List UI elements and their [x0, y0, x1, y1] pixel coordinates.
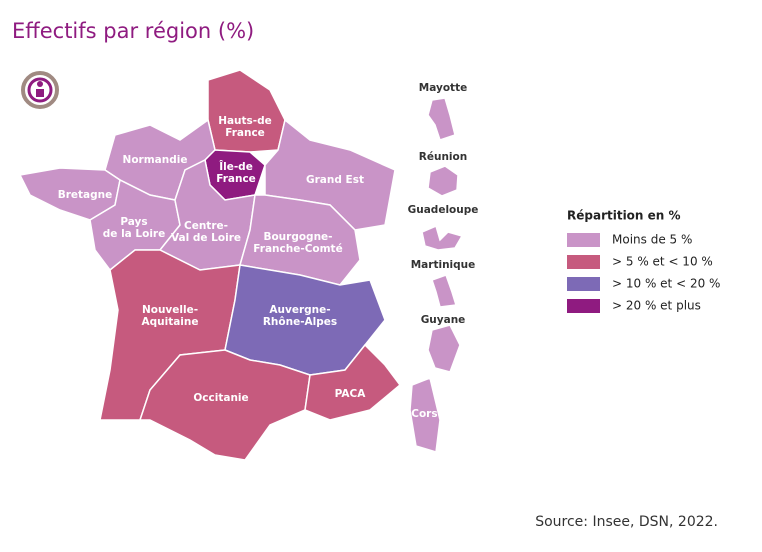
- legend-label: > 5 % et < 10 %: [612, 255, 713, 269]
- region-label: Normandie: [123, 154, 188, 166]
- region-label: Aquitaine: [141, 316, 198, 328]
- region-label: Grand Est: [306, 174, 364, 186]
- region: [421, 224, 464, 251]
- region-label: Nouvelle-: [142, 304, 198, 316]
- title: Effectifs par région (%): [12, 19, 254, 43]
- legend-label: Moins de 5 %: [612, 233, 692, 247]
- region-label: Rhône-Alpes: [263, 316, 337, 328]
- overseas-label: Mayotte: [419, 82, 467, 94]
- legend-label: > 10 % et < 20 %: [612, 277, 720, 291]
- map: Hauts-deFranceNormandieBretagneÎle-deFra…: [18, 69, 479, 461]
- overseas-label: Guyane: [421, 314, 466, 326]
- region-label: Franche-Comté: [253, 243, 342, 255]
- region: [431, 274, 457, 308]
- region-label: Val de Loire: [171, 232, 241, 244]
- region: [264, 118, 396, 231]
- region-label: Île-de: [219, 160, 253, 173]
- legend-label: > 20 % et plus: [612, 299, 701, 313]
- region: [427, 324, 461, 373]
- region: [427, 97, 456, 141]
- region-label: France: [225, 127, 265, 139]
- region-label: Bourgogne-: [263, 231, 332, 243]
- region-label: Centre-: [184, 220, 228, 232]
- overseas-label: Guadeloupe: [408, 204, 479, 216]
- legend-swatch: [567, 233, 600, 247]
- region-label: Corse: [411, 408, 444, 420]
- region: [207, 69, 286, 153]
- region-label: Auvergne-: [269, 304, 330, 316]
- region-label: PACA: [335, 388, 367, 400]
- logo: [21, 71, 59, 109]
- legend: Moins de 5 % > 5 % et < 10 % > 10 % et < 2…: [567, 233, 720, 313]
- region: [409, 376, 441, 453]
- region: [304, 343, 402, 421]
- source: Source: Insee, DSN, 2022.: [535, 514, 718, 530]
- legend-swatch: [567, 277, 600, 291]
- overseas-label: Martinique: [411, 259, 476, 271]
- region-label: Bretagne: [58, 189, 113, 201]
- legend-swatch: [567, 255, 600, 269]
- region-label: France: [216, 173, 256, 185]
- legend-title: Répartition en %: [567, 209, 681, 223]
- region: [138, 349, 311, 461]
- region: [239, 194, 361, 286]
- overseas-label: Réunion: [419, 151, 467, 163]
- region-label: de la Loire: [103, 228, 165, 240]
- region: [427, 165, 459, 197]
- region-label: Pays: [120, 216, 147, 228]
- legend-swatch: [567, 299, 600, 313]
- region-label: Occitanie: [193, 392, 248, 404]
- region-label: Hauts-de: [218, 115, 272, 127]
